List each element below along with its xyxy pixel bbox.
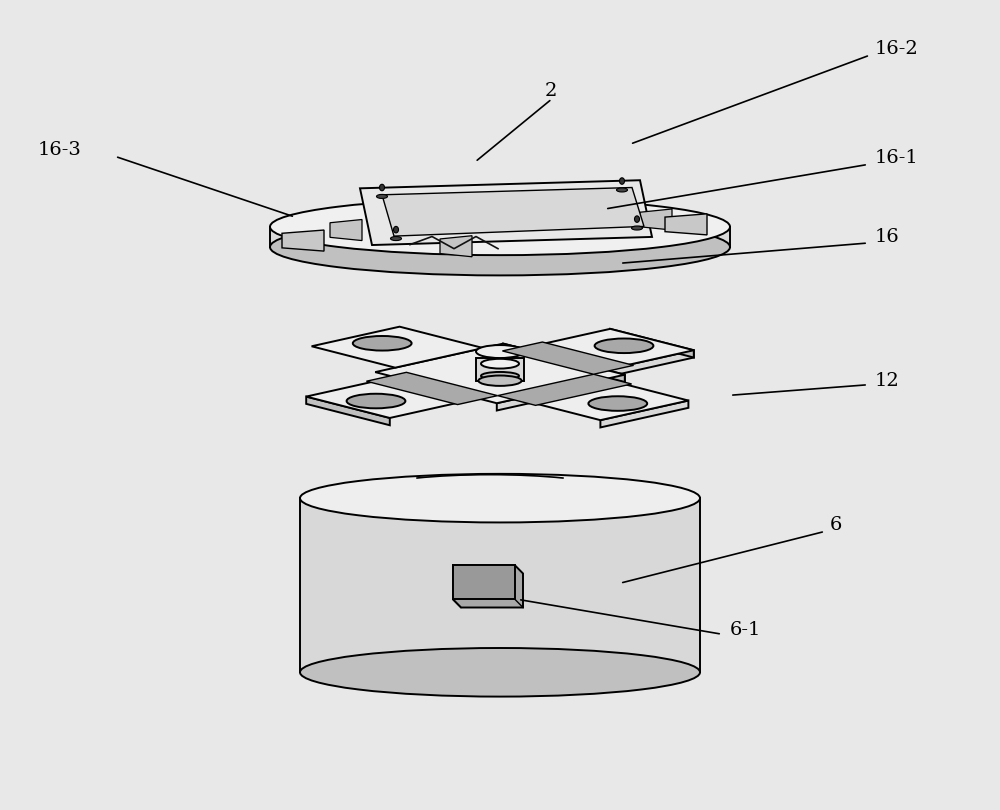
Polygon shape xyxy=(366,373,498,404)
Polygon shape xyxy=(600,400,688,428)
Polygon shape xyxy=(282,230,324,251)
Polygon shape xyxy=(270,227,730,247)
Polygon shape xyxy=(360,181,652,245)
Polygon shape xyxy=(306,377,478,418)
Polygon shape xyxy=(306,397,390,425)
Ellipse shape xyxy=(595,339,653,353)
Text: 16-1: 16-1 xyxy=(875,149,919,167)
Polygon shape xyxy=(497,375,625,411)
Ellipse shape xyxy=(616,188,628,192)
Polygon shape xyxy=(453,565,523,608)
Polygon shape xyxy=(481,364,519,376)
Polygon shape xyxy=(540,199,572,220)
Polygon shape xyxy=(498,374,632,405)
Polygon shape xyxy=(640,209,672,230)
Polygon shape xyxy=(522,329,694,370)
Ellipse shape xyxy=(478,376,522,386)
Polygon shape xyxy=(440,236,472,257)
Text: 16-3: 16-3 xyxy=(38,141,82,159)
Polygon shape xyxy=(610,329,694,357)
Bar xyxy=(453,565,515,599)
Ellipse shape xyxy=(481,372,519,380)
Polygon shape xyxy=(312,326,483,368)
Ellipse shape xyxy=(270,198,730,255)
Ellipse shape xyxy=(476,345,524,358)
Ellipse shape xyxy=(380,185,384,191)
Polygon shape xyxy=(300,498,700,672)
Ellipse shape xyxy=(635,216,640,223)
Ellipse shape xyxy=(632,226,642,230)
Ellipse shape xyxy=(347,394,405,408)
Polygon shape xyxy=(665,214,707,235)
Ellipse shape xyxy=(353,336,412,351)
Ellipse shape xyxy=(390,237,401,241)
Text: 16: 16 xyxy=(875,228,900,246)
Polygon shape xyxy=(517,379,688,420)
Ellipse shape xyxy=(270,219,730,275)
Polygon shape xyxy=(503,343,625,382)
Text: 16-2: 16-2 xyxy=(875,40,919,58)
Polygon shape xyxy=(375,343,625,403)
Polygon shape xyxy=(502,342,634,374)
Polygon shape xyxy=(606,350,694,377)
Ellipse shape xyxy=(300,474,700,522)
Ellipse shape xyxy=(620,177,624,185)
Ellipse shape xyxy=(588,396,647,411)
Text: 2: 2 xyxy=(545,82,557,100)
Polygon shape xyxy=(330,220,362,241)
Text: 12: 12 xyxy=(875,372,900,390)
Polygon shape xyxy=(382,188,644,237)
Text: 6-1: 6-1 xyxy=(730,621,761,639)
Polygon shape xyxy=(476,358,524,381)
Ellipse shape xyxy=(393,226,398,233)
Ellipse shape xyxy=(300,648,700,697)
Ellipse shape xyxy=(376,194,388,198)
Ellipse shape xyxy=(481,359,519,369)
Text: 6: 6 xyxy=(830,516,842,534)
